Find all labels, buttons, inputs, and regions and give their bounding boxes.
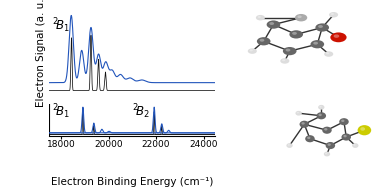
Circle shape — [331, 13, 334, 15]
Circle shape — [339, 118, 349, 125]
Circle shape — [316, 112, 326, 119]
Circle shape — [330, 33, 347, 42]
Circle shape — [295, 14, 307, 21]
Text: Electron Binding Energy (cm⁻¹): Electron Binding Energy (cm⁻¹) — [51, 177, 214, 187]
Circle shape — [318, 25, 323, 28]
Circle shape — [341, 133, 351, 141]
Circle shape — [325, 142, 335, 149]
Circle shape — [325, 153, 327, 154]
Circle shape — [297, 15, 302, 18]
Circle shape — [301, 122, 305, 125]
Circle shape — [270, 22, 274, 25]
Circle shape — [305, 135, 315, 142]
Text: $^2\!B_1$: $^2\!B_1$ — [51, 16, 70, 35]
Circle shape — [288, 144, 290, 146]
Circle shape — [256, 15, 265, 20]
Circle shape — [343, 135, 347, 137]
Circle shape — [329, 12, 338, 18]
Circle shape — [266, 20, 280, 29]
Circle shape — [292, 32, 297, 35]
Circle shape — [360, 127, 365, 131]
Circle shape — [358, 125, 371, 135]
Circle shape — [318, 105, 324, 110]
Circle shape — [324, 51, 333, 57]
Circle shape — [299, 121, 309, 128]
Text: $^2\!B_2$: $^2\!B_2$ — [132, 102, 150, 121]
Circle shape — [322, 127, 332, 134]
Circle shape — [282, 59, 285, 61]
Circle shape — [280, 58, 290, 64]
Circle shape — [352, 143, 358, 148]
Circle shape — [249, 50, 253, 51]
Circle shape — [297, 112, 299, 113]
Circle shape — [326, 52, 329, 54]
Circle shape — [290, 30, 303, 39]
Circle shape — [318, 114, 322, 116]
Circle shape — [333, 34, 339, 38]
Circle shape — [287, 143, 293, 148]
Circle shape — [341, 120, 344, 122]
Circle shape — [283, 47, 296, 55]
Y-axis label: Electron Signal (a. u.): Electron Signal (a. u.) — [36, 0, 46, 107]
Circle shape — [296, 111, 302, 116]
Text: $^2\!B_1$: $^2\!B_1$ — [51, 102, 70, 121]
Circle shape — [327, 143, 331, 146]
Circle shape — [313, 42, 318, 45]
Circle shape — [258, 16, 261, 18]
Circle shape — [353, 144, 356, 146]
Circle shape — [248, 48, 257, 54]
Circle shape — [324, 128, 327, 131]
Circle shape — [319, 106, 322, 108]
Circle shape — [286, 49, 290, 52]
Circle shape — [307, 137, 310, 139]
Circle shape — [257, 37, 271, 45]
Circle shape — [324, 152, 330, 156]
Circle shape — [310, 40, 324, 48]
Circle shape — [260, 39, 264, 42]
Circle shape — [315, 23, 329, 32]
